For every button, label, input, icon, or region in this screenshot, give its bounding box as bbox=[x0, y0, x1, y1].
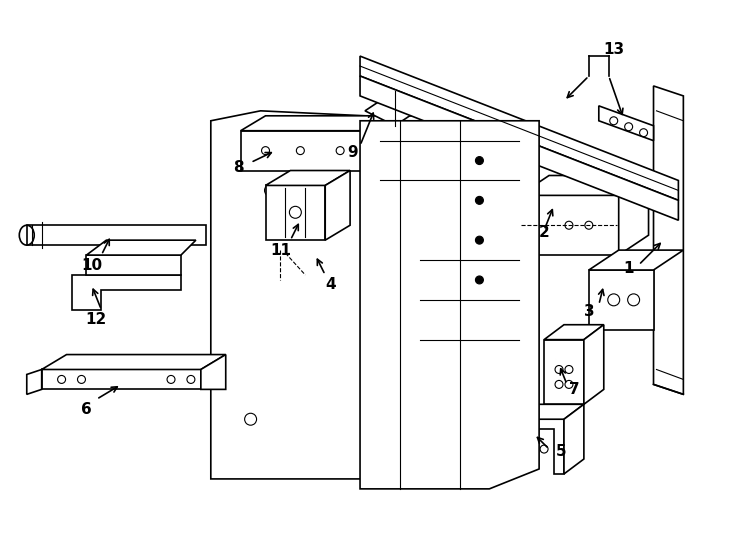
Polygon shape bbox=[509, 419, 564, 474]
Polygon shape bbox=[365, 91, 425, 126]
Polygon shape bbox=[653, 86, 683, 394]
Polygon shape bbox=[266, 171, 350, 185]
Circle shape bbox=[476, 236, 484, 244]
Text: 3: 3 bbox=[584, 304, 594, 319]
Circle shape bbox=[476, 197, 484, 204]
Polygon shape bbox=[509, 404, 584, 419]
Text: 9: 9 bbox=[346, 145, 357, 160]
Text: 5: 5 bbox=[556, 443, 567, 458]
Polygon shape bbox=[26, 369, 42, 394]
Polygon shape bbox=[87, 255, 181, 275]
Text: 11: 11 bbox=[270, 242, 291, 258]
Text: 2: 2 bbox=[539, 225, 550, 240]
Text: 10: 10 bbox=[81, 258, 102, 273]
Polygon shape bbox=[360, 76, 678, 220]
Polygon shape bbox=[544, 340, 584, 404]
Polygon shape bbox=[42, 369, 201, 389]
Polygon shape bbox=[211, 111, 470, 479]
Polygon shape bbox=[26, 225, 206, 245]
Text: 8: 8 bbox=[233, 160, 244, 175]
Polygon shape bbox=[87, 240, 196, 255]
Text: 7: 7 bbox=[569, 382, 579, 397]
Polygon shape bbox=[201, 355, 226, 389]
Circle shape bbox=[476, 276, 484, 284]
Polygon shape bbox=[360, 56, 678, 200]
Polygon shape bbox=[544, 325, 604, 340]
Polygon shape bbox=[241, 131, 410, 171]
Polygon shape bbox=[599, 106, 653, 140]
Polygon shape bbox=[71, 275, 181, 310]
Polygon shape bbox=[241, 116, 435, 131]
Polygon shape bbox=[42, 355, 226, 369]
Text: 6: 6 bbox=[81, 402, 92, 417]
Polygon shape bbox=[589, 250, 683, 270]
Polygon shape bbox=[519, 195, 619, 255]
Text: 1: 1 bbox=[623, 260, 634, 275]
Text: 12: 12 bbox=[86, 312, 107, 327]
Polygon shape bbox=[564, 404, 584, 474]
Polygon shape bbox=[589, 270, 653, 330]
Polygon shape bbox=[584, 325, 604, 404]
Polygon shape bbox=[519, 176, 649, 195]
Text: 4: 4 bbox=[325, 278, 335, 293]
Polygon shape bbox=[325, 171, 350, 240]
Polygon shape bbox=[619, 176, 649, 255]
Polygon shape bbox=[360, 121, 539, 489]
Text: 13: 13 bbox=[603, 42, 625, 57]
Polygon shape bbox=[266, 185, 325, 240]
Circle shape bbox=[476, 157, 484, 165]
